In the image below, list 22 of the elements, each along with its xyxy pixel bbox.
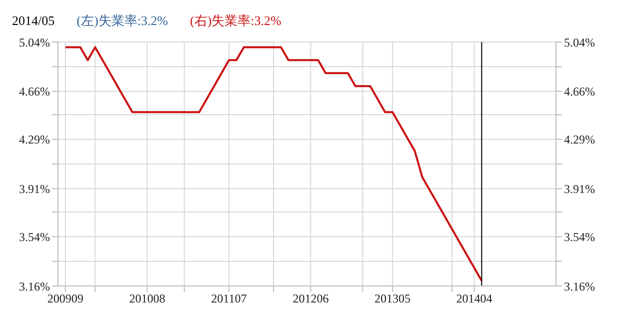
line-series: [64, 46, 483, 282]
y-tick-label: 4.29%: [19, 132, 50, 147]
y2-tick-label: 3.16%: [564, 279, 595, 294]
x-tick-label: 201008: [129, 292, 166, 306]
y2-tick-label: 4.66%: [564, 84, 595, 99]
series-label: (右)失業率:3.2%: [190, 12, 282, 30]
y-tick-label: 3.54%: [19, 230, 50, 244]
y2-tick-label: 3.91%: [564, 182, 595, 196]
y-tick-label: 3.91%: [19, 182, 50, 196]
y-tick-label: 3.16%: [19, 279, 50, 294]
x-tick-label: 201206: [292, 292, 329, 306]
legend-label: (左)失業率:3.2%: [76, 12, 168, 30]
x-tick-label: 201107: [211, 292, 247, 306]
y2-tick-label: 5.04%: [564, 35, 595, 50]
x-tick-label: 201305: [374, 292, 410, 306]
y-tick-label: 5.04%: [19, 35, 50, 50]
chart-title: 2014/05: [12, 13, 55, 29]
y2-tick-label: 4.29%: [564, 132, 595, 147]
y-tick-label: 4.66%: [19, 84, 50, 99]
x-tick-label: 201404: [456, 292, 492, 306]
y2-tick-label: 3.54%: [564, 230, 595, 244]
x-tick-label: 200909: [47, 292, 84, 306]
